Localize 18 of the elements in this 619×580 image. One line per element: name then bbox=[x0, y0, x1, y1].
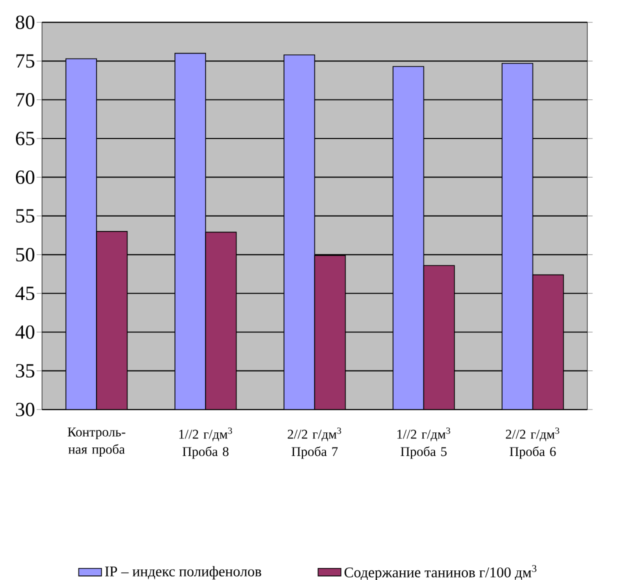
category-label: 2//2 г/дм$^{3}$ Проба 6 bbox=[506, 427, 560, 459]
x-tick-label: Контроль-ная проба bbox=[68, 427, 126, 456]
category-label: 1//2 г/дм$^{3}$ Проба 5 bbox=[397, 427, 450, 459]
y-tick-label: 30 bbox=[16, 402, 34, 416]
y-tick-label: 50 bbox=[16, 248, 34, 262]
y-tick-label: 35 bbox=[16, 364, 34, 378]
y-tick-label: 45 bbox=[15, 286, 34, 300]
y-tick-label: 80 bbox=[16, 15, 34, 29]
y-tick-label: 60 bbox=[16, 170, 34, 184]
y-tick-label: 75 bbox=[16, 54, 34, 68]
legend-label: Содержание танинов г/100 дм$^{3}$ bbox=[344, 564, 536, 580]
category-label: 2//2 г/дм$^{3}$ Проба 7 bbox=[288, 427, 342, 459]
y-tick-label: 65 bbox=[16, 132, 34, 146]
y-tick-label: 55 bbox=[16, 209, 34, 222]
y-tick-label: 40 bbox=[15, 325, 34, 339]
category-label: 1//2 г/дм$^{3}$ Проба 8 bbox=[179, 427, 232, 459]
y-tick-label: 70 bbox=[16, 92, 34, 106]
legend-label: IP – индекс полифенолов bbox=[105, 566, 262, 580]
